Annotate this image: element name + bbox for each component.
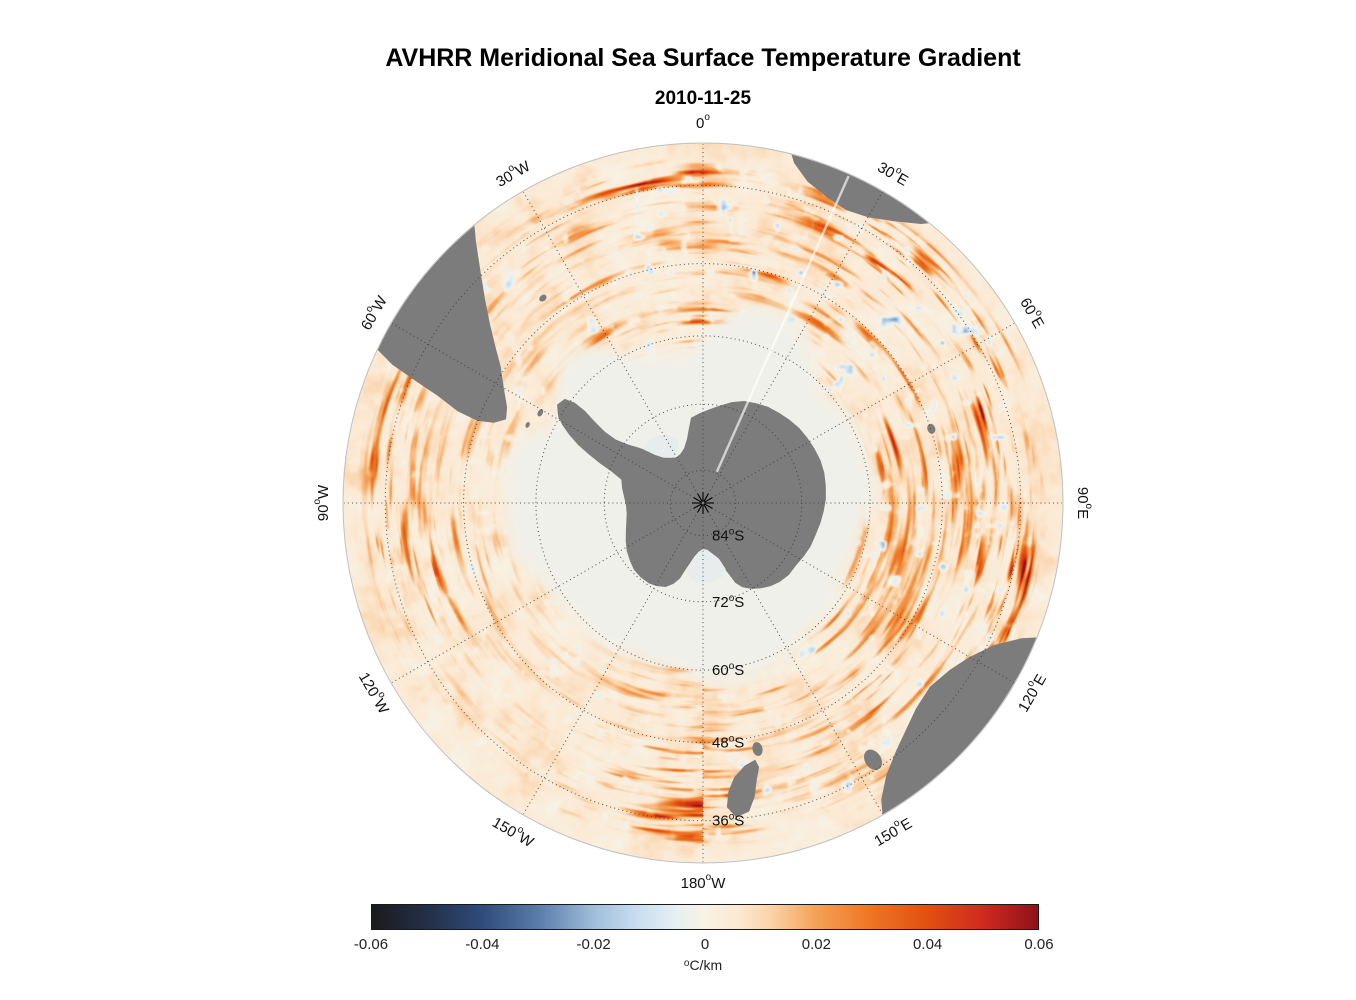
colorbar-tick-label: -0.04 <box>465 936 500 953</box>
units-text: C/km <box>689 957 723 973</box>
sst-gradient-field <box>343 143 1063 863</box>
colorbar-tick-label: -0.06 <box>353 936 389 953</box>
colorbar-ticks: -0.06 -0.04 -0.02 0 0.02 0.04 0.06 <box>354 936 1054 954</box>
longitude-label: 90oW <box>312 484 332 521</box>
colorbar-tick-label: 0.04 <box>913 936 943 953</box>
degree-superscript: o <box>683 958 690 969</box>
colorbar-tick-label: 0.02 <box>801 936 831 953</box>
longitude-label: 90oE <box>1075 487 1095 519</box>
colorbar-gradient <box>372 905 1038 929</box>
chart-title: AVHRR Meridional Sea Surface Temperature… <box>385 44 1021 72</box>
longitude-label: 180oW <box>681 872 727 892</box>
colorbar-tick-label: -0.02 <box>576 936 611 953</box>
colorbar-tick-label: 0.06 <box>1024 936 1054 953</box>
longitude-label: 0o <box>696 112 710 132</box>
chart-date: 2010-11-25 <box>654 88 752 109</box>
colorbar <box>371 904 1039 930</box>
colorbar-units: oC/km <box>684 957 722 973</box>
colorbar-tick-label: 0 <box>700 936 710 953</box>
